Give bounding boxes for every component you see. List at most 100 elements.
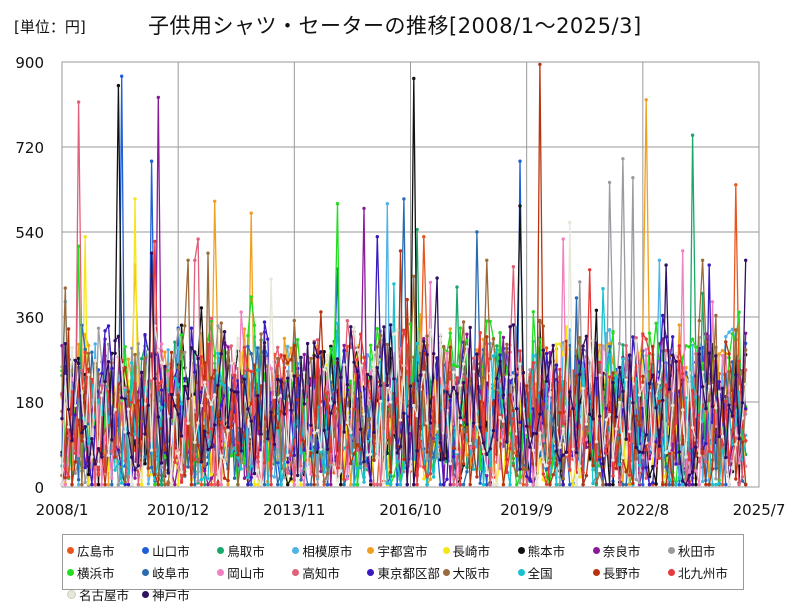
data-point — [375, 235, 379, 239]
data-point — [734, 477, 738, 481]
data-point — [475, 348, 479, 352]
data-point — [196, 356, 200, 360]
data-point — [106, 324, 111, 328]
data-point — [369, 452, 373, 456]
data-point — [339, 375, 343, 379]
data-point — [481, 441, 486, 445]
unit-label: [単位：円] — [14, 18, 86, 36]
data-point — [418, 313, 423, 317]
data-point — [734, 442, 738, 447]
data-point — [229, 454, 233, 458]
data-point — [558, 482, 562, 486]
data-point — [508, 431, 512, 436]
data-point — [110, 476, 114, 480]
legend-item: 宇都宮市 — [367, 541, 442, 559]
data-point — [488, 482, 492, 487]
data-point — [402, 457, 406, 462]
data-point — [63, 286, 67, 290]
data-point — [123, 345, 127, 349]
data-point — [554, 363, 559, 367]
data-point — [647, 331, 652, 335]
legend-item: 相模原市 — [292, 541, 367, 559]
data-point — [232, 446, 237, 450]
data-point — [206, 251, 210, 255]
data-point — [415, 449, 419, 453]
legend-marker-icon — [517, 568, 525, 576]
data-point — [448, 371, 452, 375]
data-point — [418, 439, 423, 443]
data-point — [286, 471, 290, 475]
data-point — [76, 361, 81, 366]
data-point — [120, 74, 124, 78]
data-point — [544, 397, 549, 401]
data-point — [568, 328, 572, 332]
legend-item: 鳥取市 — [217, 541, 292, 559]
data-point — [471, 356, 476, 360]
data-point — [604, 418, 608, 422]
data-point — [451, 370, 456, 374]
legend-item: 名古屋市 — [67, 585, 142, 603]
data-point — [126, 431, 131, 435]
data-point — [388, 482, 393, 487]
data-point — [717, 481, 721, 486]
data-point — [140, 357, 144, 361]
data-point — [355, 348, 360, 352]
data-point — [531, 354, 535, 358]
data-point — [667, 401, 672, 405]
data-point — [133, 468, 137, 472]
data-point — [226, 345, 230, 349]
data-point — [495, 344, 499, 348]
data-point — [734, 422, 738, 427]
data-point — [448, 331, 452, 335]
data-point — [130, 482, 134, 487]
data-point — [461, 462, 466, 466]
data-point — [581, 470, 585, 475]
data-point — [146, 473, 150, 478]
data-point — [120, 481, 124, 485]
x-tick-label: 2013/11 — [263, 501, 325, 519]
data-point — [451, 365, 456, 370]
data-point — [83, 235, 87, 239]
data-point — [392, 282, 396, 286]
data-point — [704, 406, 708, 411]
legend-item: 広島市 — [67, 541, 142, 559]
data-point — [485, 470, 489, 475]
data-point — [203, 408, 207, 412]
data-point — [581, 367, 585, 371]
data-point — [478, 389, 482, 394]
data-point — [349, 380, 353, 384]
data-point — [352, 482, 356, 487]
data-point — [402, 197, 406, 201]
data-point — [60, 482, 64, 487]
data-point — [345, 445, 350, 449]
data-point — [149, 159, 154, 163]
data-point — [73, 451, 78, 455]
data-point — [73, 460, 78, 464]
data-point — [395, 451, 399, 455]
data-point — [564, 325, 569, 329]
data-point — [568, 220, 572, 225]
data-point — [249, 211, 253, 215]
data-point — [159, 482, 164, 487]
data-point — [186, 258, 190, 262]
data-point — [624, 437, 628, 441]
data-point — [402, 328, 406, 332]
data-point — [671, 403, 675, 408]
legend-item: 岐阜市 — [142, 563, 217, 581]
data-point — [657, 444, 662, 448]
data-point — [76, 100, 81, 104]
data-point — [209, 472, 214, 477]
data-point — [710, 482, 715, 487]
data-point — [558, 458, 562, 462]
data-point — [246, 482, 250, 487]
data-point — [189, 346, 194, 350]
data-point — [481, 482, 486, 487]
data-point — [422, 370, 426, 374]
data-point — [598, 471, 602, 476]
data-point — [588, 412, 592, 416]
data-point — [209, 402, 214, 406]
data-point — [697, 453, 701, 457]
legend-label: 秋田市 — [677, 543, 716, 559]
data-point — [707, 449, 711, 454]
data-point — [694, 482, 698, 487]
